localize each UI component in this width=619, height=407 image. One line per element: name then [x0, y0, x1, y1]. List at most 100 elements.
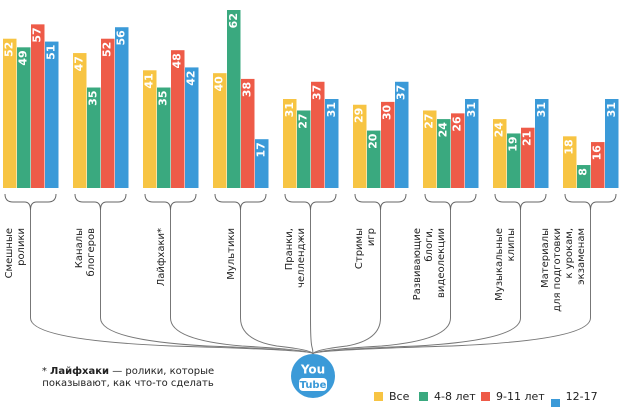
- category-label: Развивающие блоги, видеолекции: [411, 228, 447, 301]
- bar: [423, 110, 437, 188]
- category-label: Стримы игр: [353, 228, 377, 270]
- value-label: 62: [227, 13, 240, 28]
- bar: [227, 10, 241, 188]
- connector: [312, 210, 381, 355]
- category-label: Музыкальные клипы: [493, 228, 517, 301]
- footnote: * Лайфхаки — ролики, которые показывают,…: [28, 366, 228, 390]
- bracket: [564, 193, 617, 211]
- value-label: 52: [3, 42, 16, 57]
- value-label: 40: [213, 76, 226, 92]
- bar: [17, 47, 31, 188]
- footnote-marker: *: [41, 366, 47, 377]
- value-label: 19: [507, 136, 520, 151]
- connector: [312, 210, 451, 355]
- legend-item: 9-11 лет: [481, 390, 545, 403]
- bar: [3, 38, 17, 188]
- bar: [535, 99, 549, 188]
- legend-swatch: [481, 392, 490, 401]
- value-label: 30: [381, 105, 394, 121]
- value-label: 16: [591, 145, 604, 161]
- value-label: 26: [451, 116, 464, 132]
- bar: [185, 67, 199, 188]
- youtube-logo: You Tube: [291, 354, 335, 398]
- value-label: 27: [297, 113, 310, 128]
- legend-label: Все: [389, 390, 410, 403]
- bar: [437, 119, 451, 188]
- legend-item: 12-17 лет: [551, 390, 619, 407]
- legend-label: 4-8 лет: [434, 390, 476, 403]
- value-label: 51: [45, 45, 58, 60]
- bar: [507, 133, 521, 188]
- value-label: 8: [577, 168, 590, 176]
- value-label: 31: [325, 102, 338, 117]
- value-label: 57: [31, 27, 44, 42]
- value-label: 37: [395, 85, 408, 100]
- bar: [143, 70, 157, 188]
- category-label: Смешные ролики: [3, 228, 27, 279]
- value-label: 41: [143, 73, 156, 88]
- bracket: [494, 193, 547, 211]
- bar: [115, 27, 129, 189]
- value-label: 20: [367, 133, 380, 149]
- bar: [381, 101, 395, 188]
- bracket: [4, 193, 57, 211]
- connector: [170, 210, 314, 355]
- category-label: Мультики: [225, 228, 237, 280]
- bar: [311, 81, 325, 188]
- value-label: 17: [255, 142, 268, 157]
- value-label: 49: [17, 50, 30, 65]
- bracket: [354, 193, 407, 211]
- bar: [213, 73, 227, 188]
- category-label: Каналы блогеров: [73, 228, 97, 277]
- bracket: [74, 193, 127, 211]
- logo-text: You: [300, 363, 325, 377]
- bracket: [424, 193, 477, 211]
- bar: [591, 142, 605, 188]
- value-label: 35: [157, 91, 170, 106]
- legend-label: 9-11 лет: [496, 390, 545, 403]
- logo-text: Tube: [300, 380, 327, 391]
- bar: [31, 24, 45, 188]
- bar: [605, 99, 619, 188]
- value-label: 38: [241, 82, 254, 97]
- value-label: 31: [535, 102, 548, 117]
- connector: [30, 210, 314, 355]
- value-label: 31: [283, 102, 296, 117]
- bar: [297, 110, 311, 188]
- legend-swatch: [419, 392, 428, 401]
- bar: [325, 99, 339, 188]
- footnote-term: Лайфхаки: [50, 366, 110, 377]
- bar: [353, 104, 367, 188]
- bar: [451, 113, 465, 188]
- bar: [465, 99, 479, 188]
- value-label: 31: [465, 102, 478, 117]
- legend-label: 12-17 лет: [565, 390, 598, 407]
- value-label: 35: [87, 91, 100, 106]
- bar: [395, 81, 409, 188]
- value-label: 24: [437, 122, 450, 138]
- bar: [101, 38, 115, 188]
- bar: [45, 41, 59, 189]
- bar: [577, 165, 591, 188]
- legend-swatch: [551, 398, 560, 407]
- bracket: [144, 193, 197, 211]
- legend-swatch: [374, 392, 383, 401]
- bar: [563, 136, 577, 188]
- value-label: 27: [423, 113, 436, 128]
- bar: [255, 139, 269, 188]
- value-label: 47: [73, 56, 86, 71]
- value-label: 37: [311, 85, 324, 100]
- connector: [310, 210, 314, 355]
- logo-box: [299, 378, 327, 391]
- connector: [240, 210, 314, 355]
- bar: [521, 127, 535, 188]
- legend-item: 4-8 лет: [419, 390, 476, 403]
- value-label: 24: [493, 122, 506, 138]
- connector: [100, 210, 314, 355]
- footnote-text: — ролики, которые показывают, как что-то…: [42, 366, 215, 389]
- category-label: Лайфхаки*: [155, 228, 167, 287]
- bracket: [284, 193, 337, 211]
- connector: [312, 210, 591, 355]
- bar: [367, 130, 381, 188]
